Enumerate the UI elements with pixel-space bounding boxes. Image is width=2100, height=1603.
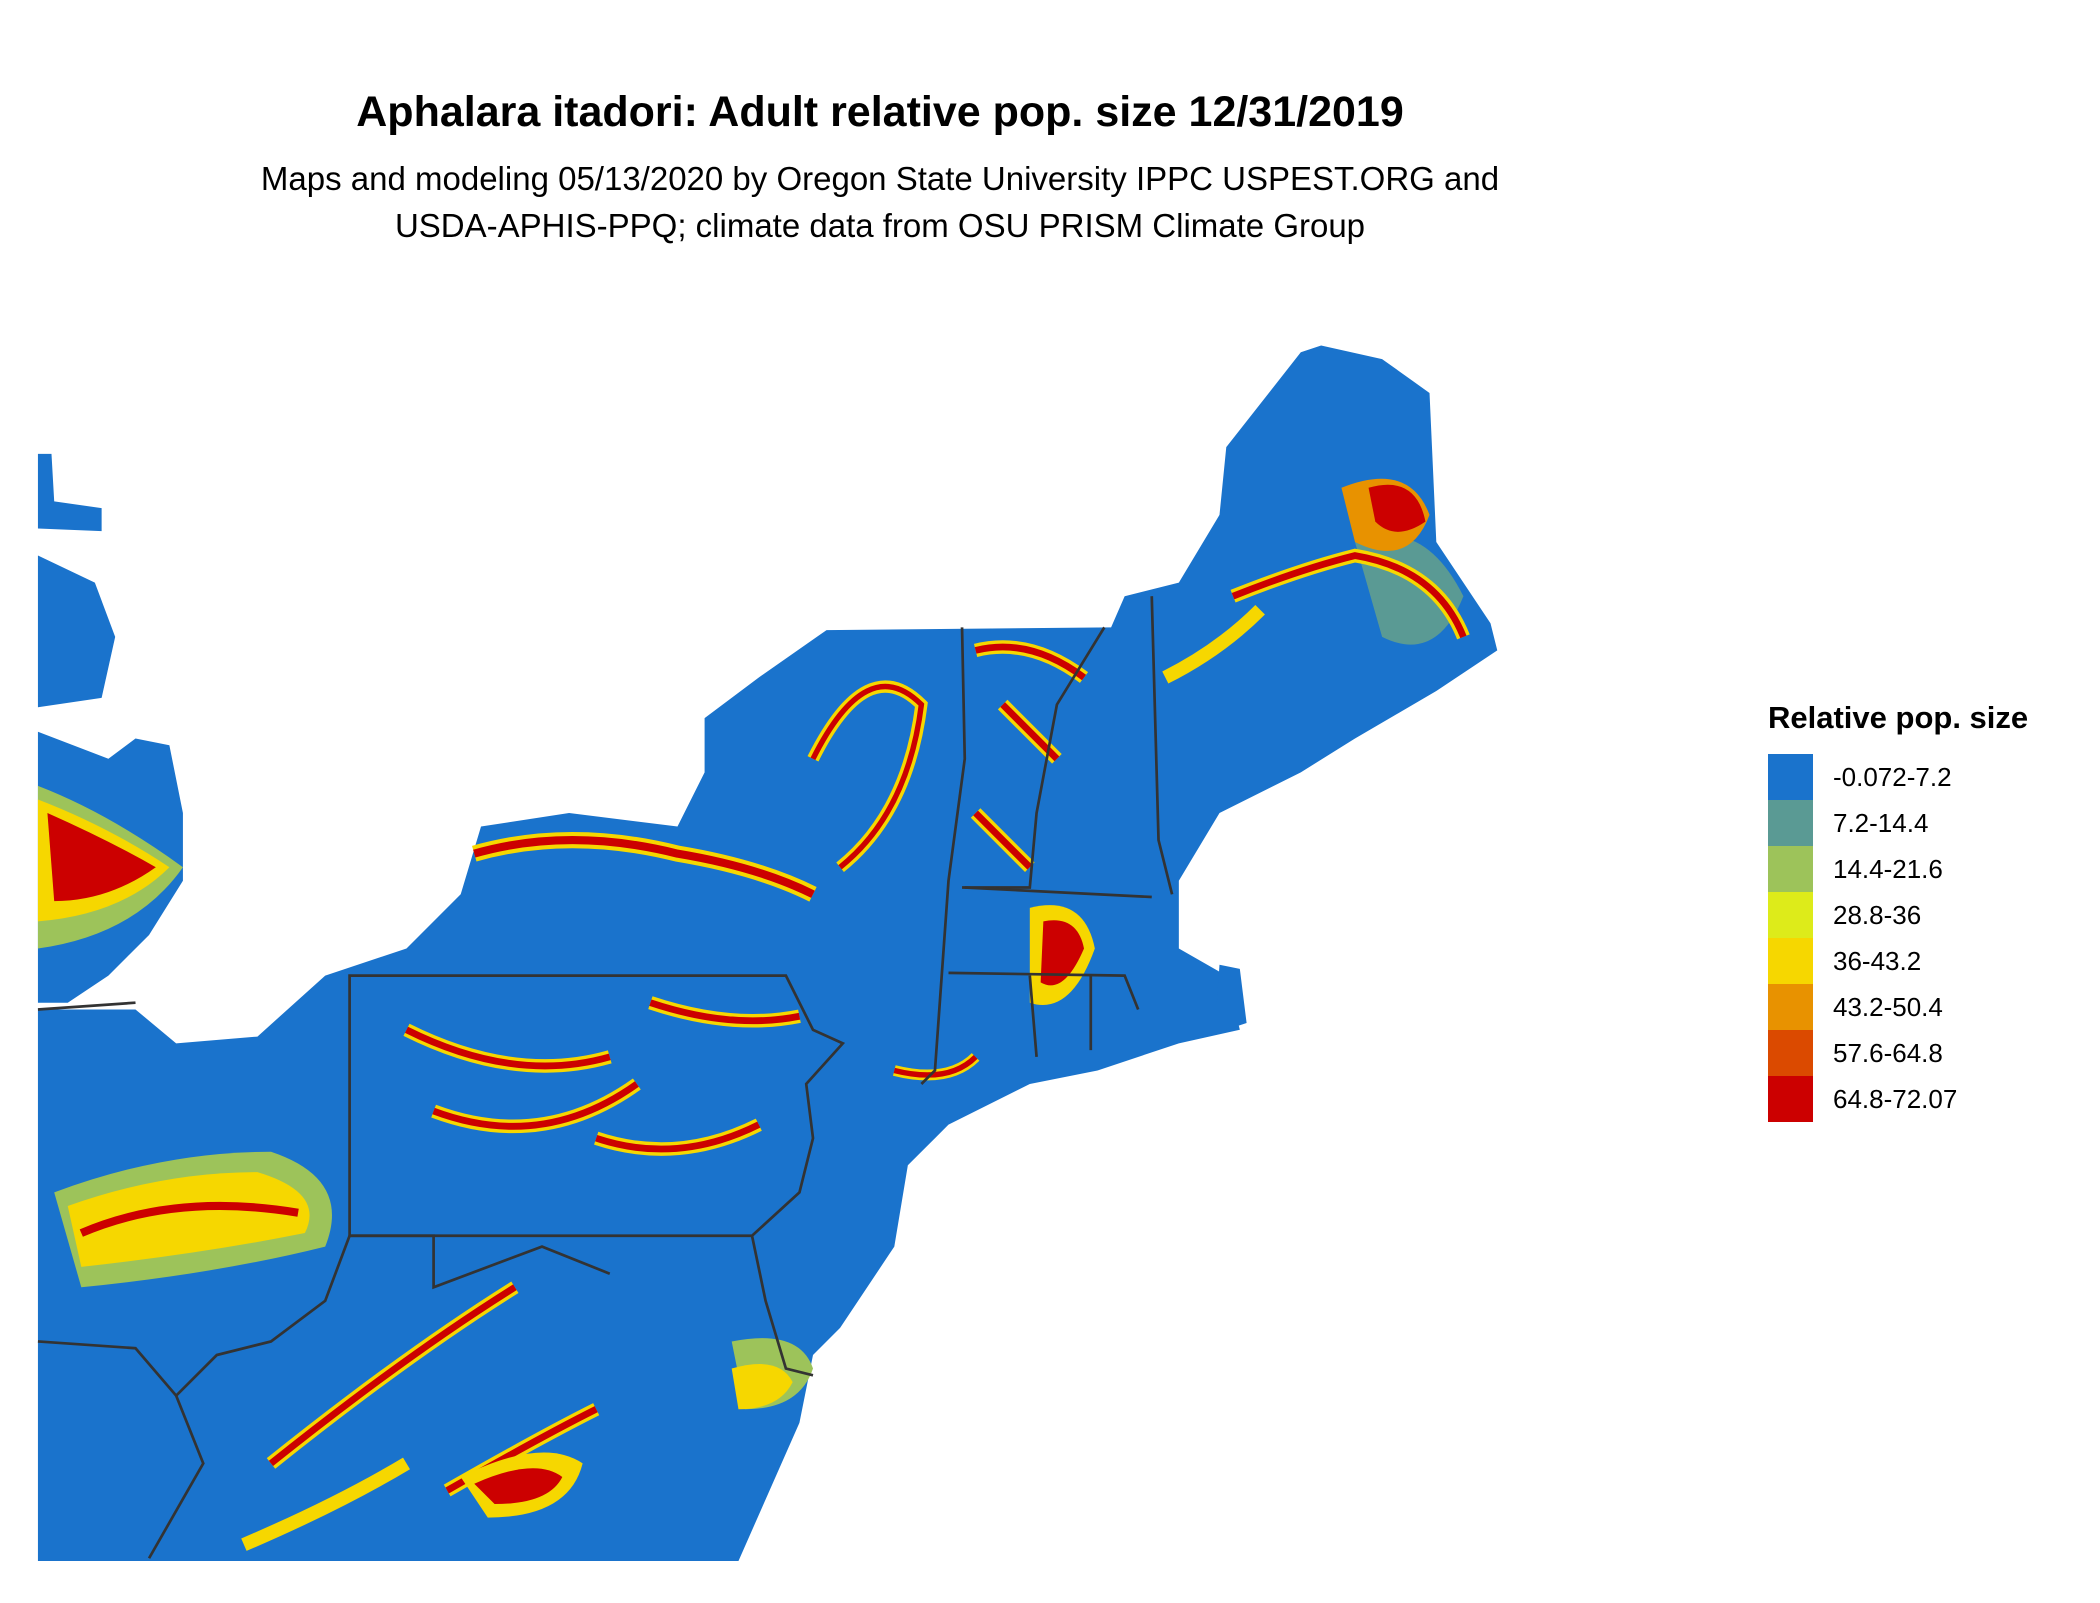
main-land [37, 345, 1498, 1561]
legend-items: -0.072-7.2 7.2-14.4 14.4-21.6 28.8-36 36-43.… [1768, 754, 2028, 1122]
oh-border [37, 1340, 178, 1397]
ma-south-border [948, 971, 1140, 1010]
legend-label: 14.4-21.6 [1833, 853, 1943, 884]
legend-swatch [1768, 984, 1813, 1030]
legend-item: 14.4-21.6 [1768, 846, 2028, 892]
nh-me-border [1150, 596, 1174, 895]
legend-swatch [1768, 800, 1813, 846]
legend-label: 64.8-72.07 [1833, 1083, 1958, 1114]
ct-ri-border [1028, 975, 1093, 1058]
ny-east-border [920, 627, 967, 1085]
vt-nh-border [962, 626, 1106, 889]
state-borders [37, 596, 1174, 1559]
legend-item: 7.2-14.4 [1768, 800, 2028, 846]
cape-cod [1216, 964, 1247, 1030]
legend-item: 43.2-50.4 [1768, 984, 2028, 1030]
legend-item: 28.8-36 [1768, 892, 2028, 938]
legend-label: 57.6-64.8 [1833, 1037, 1943, 1068]
mi-oh-border [37, 1001, 136, 1011]
legend-label: -0.072-7.2 [1833, 761, 1952, 792]
legend-swatch [1768, 754, 1813, 800]
md-de-border [750, 1235, 814, 1377]
legend-swatch [1768, 1076, 1813, 1122]
legend-swatch [1768, 892, 1813, 938]
michigan-tip [37, 453, 102, 532]
michigan-upper [37, 555, 116, 708]
suitability-patches [37, 478, 1470, 1551]
legend: Relative pop. size -0.072-7.2 7.2-14.4 14.… [1768, 700, 2028, 1122]
legend-title: Relative pop. size [1768, 700, 2029, 735]
legend-item: -0.072-7.2 [1768, 754, 2028, 800]
pa-border [348, 974, 846, 1238]
legend-item: 36-43.2 [1768, 938, 2028, 984]
map-subtitle-line-2: USDA-APHIS-PPQ; climate data from OSU PR… [394, 207, 1366, 244]
legend-label: 36-43.2 [1833, 945, 1922, 976]
legend-swatch [1768, 1030, 1813, 1076]
legend-item: 57.6-64.8 [1768, 1030, 2028, 1076]
ma-north-border [964, 886, 1152, 899]
legend-label: 28.8-36 [1833, 899, 1922, 930]
wv-border [147, 1234, 611, 1559]
legend-swatch [1768, 938, 1813, 984]
map-title: Aphalara itadori: Adult relative pop. si… [356, 88, 1404, 136]
legend-swatch [1768, 846, 1813, 892]
legend-item: 64.8-72.07 [1768, 1076, 2028, 1122]
legend-label: 43.2-50.4 [1833, 991, 1943, 1022]
map-subtitle-line-1: Maps and modeling 05/13/2020 by Oregon S… [260, 160, 1500, 197]
legend-label: 7.2-14.4 [1833, 807, 1929, 838]
